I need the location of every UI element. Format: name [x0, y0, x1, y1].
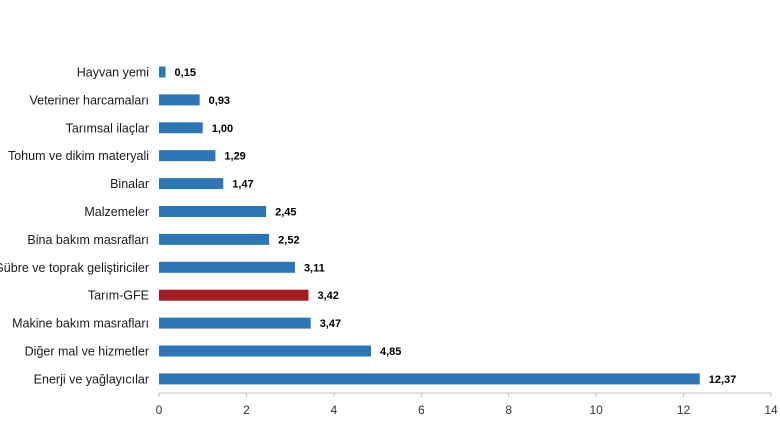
category-label-0: Hayvan yemi — [77, 66, 149, 80]
x-tick-label-6: 12 — [677, 403, 691, 417]
bar-5 — [159, 206, 267, 217]
x-tick-label-3: 6 — [418, 403, 425, 417]
x-tick-label-1: 2 — [243, 403, 250, 417]
bar-0 — [159, 66, 166, 78]
value-label-10: 4,85 — [380, 346, 401, 358]
value-label-7: 3,11 — [304, 262, 325, 274]
bar-6 — [159, 233, 270, 245]
x-tick-label-4: 8 — [505, 403, 512, 417]
category-label-4: Binalar — [110, 177, 149, 191]
category-label-10: Diğer mal ve hizmetler — [25, 345, 149, 359]
value-label-11: 12,37 — [709, 374, 737, 386]
value-label-2: 1,00 — [212, 123, 233, 135]
value-label-4: 1,47 — [232, 179, 253, 191]
x-tick-label-2: 4 — [331, 403, 338, 417]
bar-4 — [159, 178, 224, 190]
category-label-2: Tarımsal ilaçlar — [66, 121, 149, 135]
category-labels: Hayvan yemi Veteriner harcamaları Tarımsal… — [0, 66, 149, 387]
x-tick-label-5: 10 — [589, 403, 603, 417]
bar-9 — [159, 317, 311, 329]
value-label-0: 0,15 — [175, 67, 196, 79]
bar-2 — [159, 122, 203, 134]
value-label-5: 2,45 — [275, 207, 296, 219]
category-label-11: Enerji ve yağlayıcılar — [34, 372, 149, 386]
category-label-3: Tohum ve dikim materyali — [8, 149, 149, 163]
category-label-6: Bina bakım masrafları — [27, 233, 149, 247]
value-labels: 0,15 0,93 1,00 1,29 1,47 2,45 2,52 3,11 3,42 3,47… — [175, 67, 737, 386]
bars-group — [159, 66, 700, 385]
category-label-8: Tarım-GFE — [88, 289, 149, 303]
value-label-9: 3,47 — [320, 318, 341, 330]
bar-7 — [159, 261, 295, 273]
x-tick-label-7: 14 — [764, 403, 778, 417]
value-label-8: 3,42 — [318, 290, 339, 302]
bar-11 — [159, 373, 700, 385]
value-label-6: 2,52 — [278, 234, 299, 246]
category-label-7: Gübre ve toprak geliştiriciler — [0, 261, 149, 275]
bar-3 — [159, 150, 216, 162]
bar-1 — [159, 94, 200, 106]
bar-10 — [159, 345, 372, 357]
category-label-1: Veteriner harcamaları — [29, 93, 149, 107]
x-tick-label-0: 0 — [156, 403, 163, 417]
value-label-1: 0,93 — [209, 95, 230, 107]
value-label-3: 1,29 — [224, 151, 245, 163]
bar-8 — [159, 289, 309, 301]
category-label-5: Malzemeler — [84, 205, 149, 219]
x-axis-ticks: 0 2 4 6 8 10 12 14 — [156, 393, 778, 417]
category-label-9: Makine bakım masrafları — [12, 317, 149, 331]
